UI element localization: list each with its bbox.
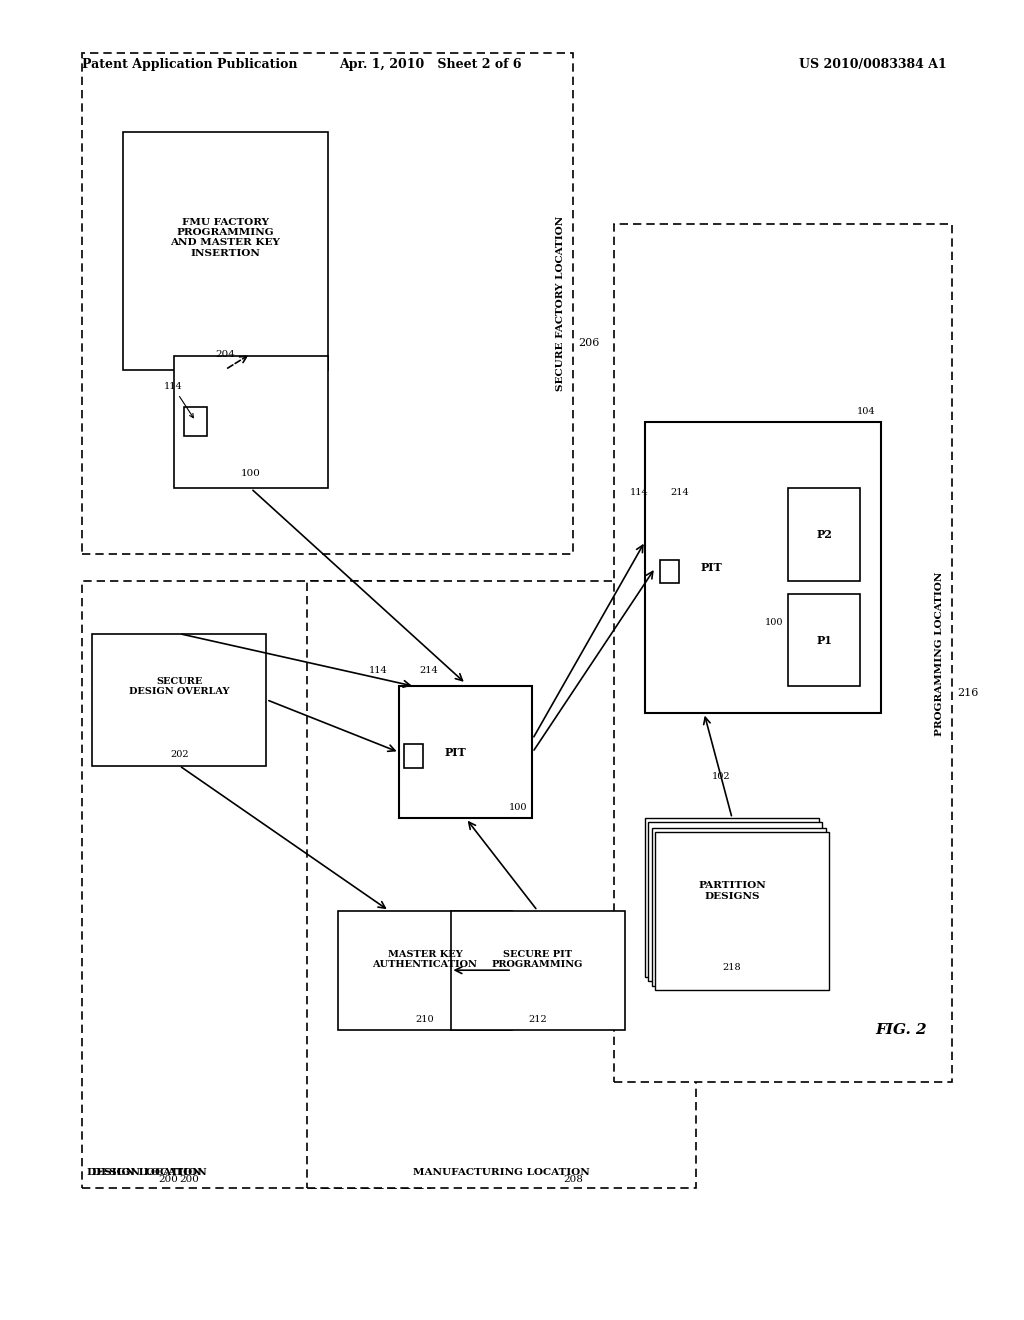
FancyBboxPatch shape xyxy=(648,822,822,981)
FancyBboxPatch shape xyxy=(404,744,423,768)
Text: PIT: PIT xyxy=(700,562,723,573)
Text: SECURE
DESIGN OVERLAY: SECURE DESIGN OVERLAY xyxy=(129,677,229,696)
Text: MASTER KEY
AUTHENTICATION: MASTER KEY AUTHENTICATION xyxy=(373,950,477,969)
Text: PIT: PIT xyxy=(444,747,467,758)
FancyBboxPatch shape xyxy=(92,634,266,766)
Text: 216: 216 xyxy=(957,688,979,698)
Text: 200: 200 xyxy=(179,1175,199,1184)
Text: 214: 214 xyxy=(671,488,689,498)
Text: 114: 114 xyxy=(630,488,648,498)
Text: 208: 208 xyxy=(563,1175,584,1184)
Text: 100: 100 xyxy=(241,469,261,478)
Text: FMU FACTORY
PROGRAMMING
AND MASTER KEY
INSERTION: FMU FACTORY PROGRAMMING AND MASTER KEY I… xyxy=(170,218,281,257)
FancyBboxPatch shape xyxy=(399,686,532,818)
Text: 204: 204 xyxy=(215,350,236,359)
FancyBboxPatch shape xyxy=(645,422,881,713)
Text: 206: 206 xyxy=(579,338,600,348)
FancyBboxPatch shape xyxy=(123,132,328,370)
FancyBboxPatch shape xyxy=(655,832,829,990)
FancyBboxPatch shape xyxy=(338,911,512,1030)
Text: US 2010/0083384 A1: US 2010/0083384 A1 xyxy=(799,58,946,71)
FancyBboxPatch shape xyxy=(788,488,860,581)
Text: 104: 104 xyxy=(857,407,876,416)
Text: 114: 114 xyxy=(369,667,387,676)
Text: 100: 100 xyxy=(509,803,527,812)
FancyBboxPatch shape xyxy=(82,53,573,554)
Text: 212: 212 xyxy=(528,1015,547,1024)
Text: SECURE PIT
PROGRAMMING: SECURE PIT PROGRAMMING xyxy=(492,950,584,969)
Text: P2: P2 xyxy=(816,529,833,540)
FancyBboxPatch shape xyxy=(184,407,207,436)
Text: 214: 214 xyxy=(420,667,438,676)
FancyBboxPatch shape xyxy=(451,911,625,1030)
Text: 200: 200 xyxy=(159,1175,178,1184)
Text: 210: 210 xyxy=(416,1015,434,1024)
Text: PROGRAMMING LOCATION: PROGRAMMING LOCATION xyxy=(935,572,944,735)
Text: 202: 202 xyxy=(170,750,188,759)
FancyBboxPatch shape xyxy=(82,581,430,1188)
FancyBboxPatch shape xyxy=(645,818,819,977)
Text: 218: 218 xyxy=(723,962,741,972)
Text: 114: 114 xyxy=(164,383,194,417)
FancyBboxPatch shape xyxy=(174,356,328,488)
Text: DESIGN LOCATION: DESIGN LOCATION xyxy=(92,1168,207,1177)
Text: 102: 102 xyxy=(712,772,730,781)
FancyBboxPatch shape xyxy=(788,594,860,686)
Text: DESIGN LOCATION: DESIGN LOCATION xyxy=(87,1168,202,1177)
Text: Apr. 1, 2010   Sheet 2 of 6: Apr. 1, 2010 Sheet 2 of 6 xyxy=(339,58,521,71)
FancyBboxPatch shape xyxy=(660,560,679,583)
Text: PARTITION
DESIGNS: PARTITION DESIGNS xyxy=(698,882,766,900)
Text: Patent Application Publication: Patent Application Publication xyxy=(82,58,297,71)
FancyBboxPatch shape xyxy=(614,224,952,1082)
FancyBboxPatch shape xyxy=(307,581,696,1188)
FancyBboxPatch shape xyxy=(652,828,826,986)
Text: 100: 100 xyxy=(765,618,783,627)
Text: SECURE FACTORY LOCATION: SECURE FACTORY LOCATION xyxy=(556,216,565,391)
Text: FIG. 2: FIG. 2 xyxy=(876,1023,927,1036)
Text: P1: P1 xyxy=(816,635,833,645)
FancyBboxPatch shape xyxy=(655,502,788,634)
Text: MANUFACTURING LOCATION: MANUFACTURING LOCATION xyxy=(414,1168,590,1177)
